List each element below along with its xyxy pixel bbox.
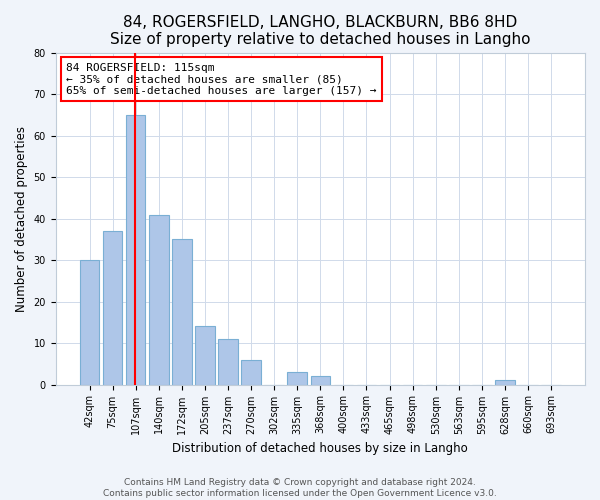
Bar — [241, 360, 261, 384]
Bar — [311, 376, 330, 384]
Text: Contains HM Land Registry data © Crown copyright and database right 2024.
Contai: Contains HM Land Registry data © Crown c… — [103, 478, 497, 498]
Bar — [149, 214, 169, 384]
Bar — [287, 372, 307, 384]
Y-axis label: Number of detached properties: Number of detached properties — [15, 126, 28, 312]
Bar — [195, 326, 215, 384]
Bar — [172, 240, 191, 384]
Bar — [495, 380, 515, 384]
Bar — [80, 260, 100, 384]
Title: 84, ROGERSFIELD, LANGHO, BLACKBURN, BB6 8HD
Size of property relative to detache: 84, ROGERSFIELD, LANGHO, BLACKBURN, BB6 … — [110, 15, 530, 48]
Bar — [103, 231, 122, 384]
Bar — [218, 339, 238, 384]
X-axis label: Distribution of detached houses by size in Langho: Distribution of detached houses by size … — [172, 442, 468, 455]
Text: 84 ROGERSFIELD: 115sqm
← 35% of detached houses are smaller (85)
65% of semi-det: 84 ROGERSFIELD: 115sqm ← 35% of detached… — [66, 62, 377, 96]
Bar — [126, 115, 145, 384]
